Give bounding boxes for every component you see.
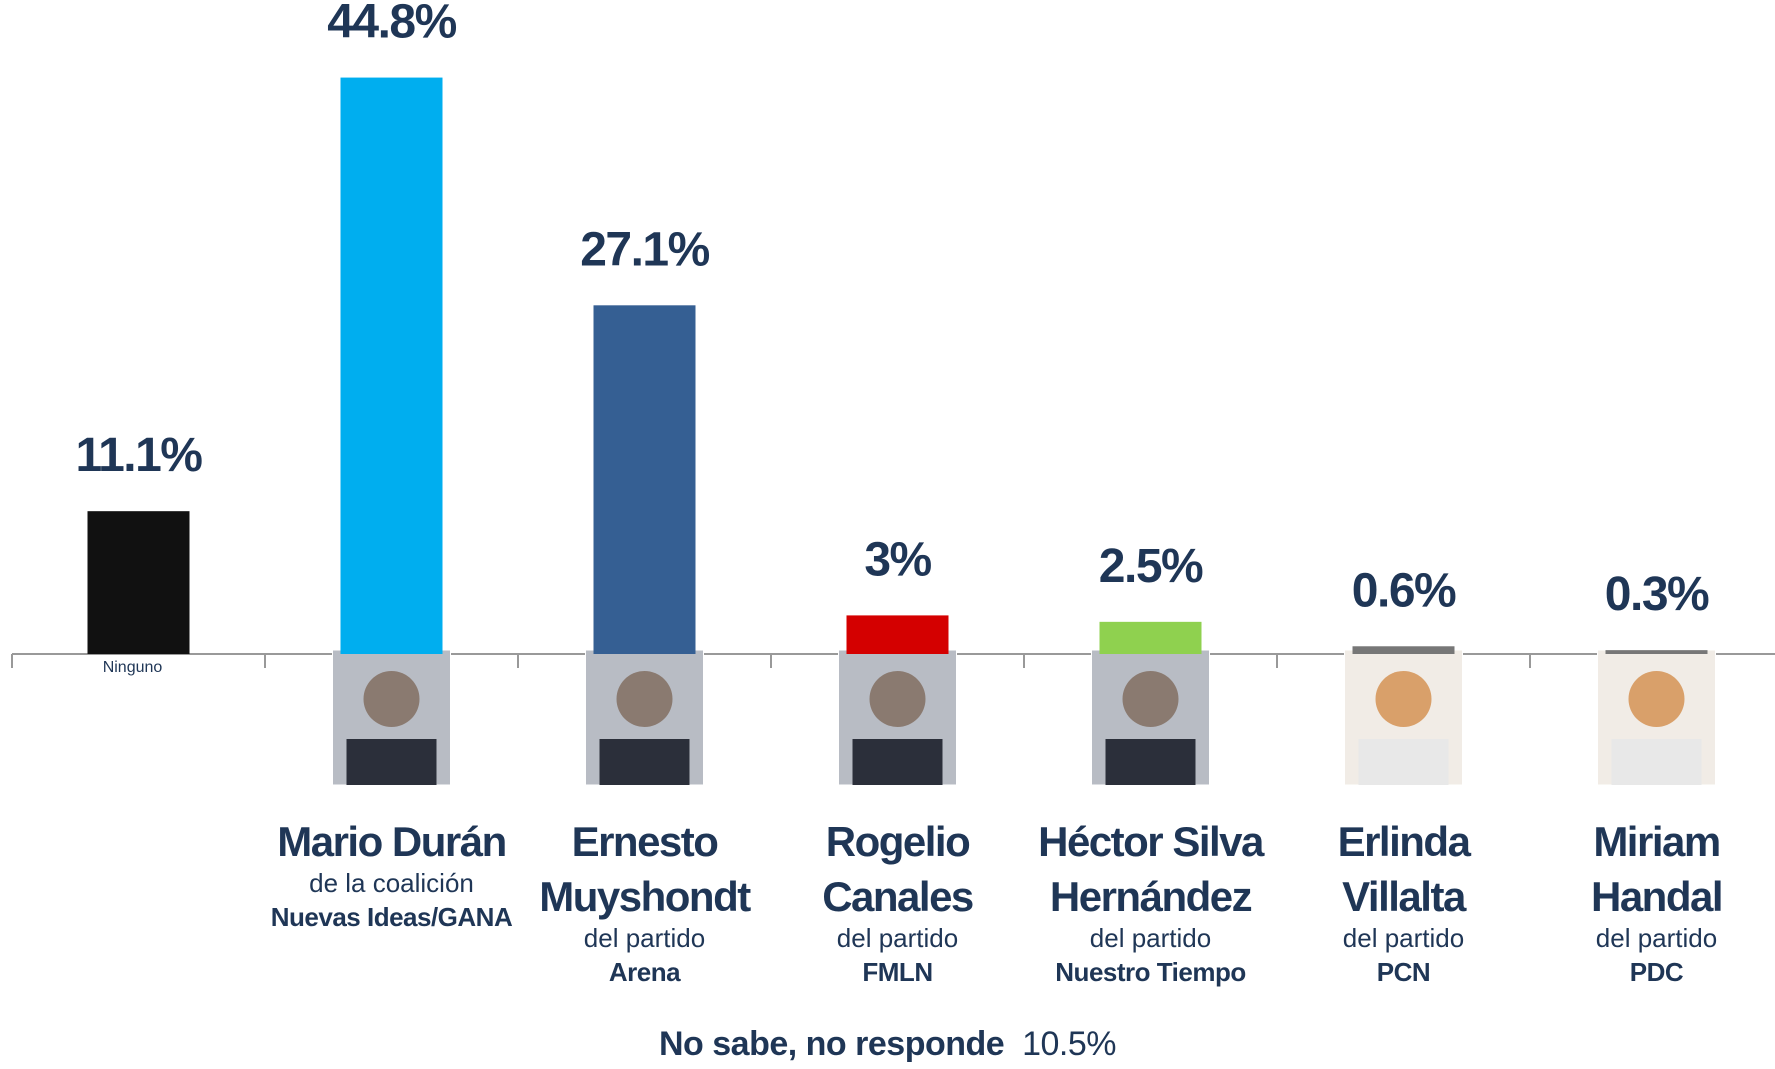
value-label: 3% [864, 533, 931, 586]
value-label: 2.5% [1099, 540, 1203, 593]
category-label: Ernesto Muyshondt [539, 818, 751, 920]
candidate-block: Miriam Handal del partido PDC [1531, 814, 1775, 992]
photo-head [363, 671, 420, 727]
photo-body [1358, 739, 1449, 785]
photo-head [1375, 671, 1432, 727]
affiliation-prefix: del partido [1089, 923, 1212, 953]
party-label: FMLN [862, 957, 933, 987]
bar [1099, 621, 1202, 654]
bar [87, 511, 190, 654]
candidate-block: Héctor Silva Hernández del partido Nuestro… [1025, 814, 1277, 992]
bar [846, 615, 949, 654]
category-label: Rogelio Canales [822, 818, 974, 920]
party-label: Nuevas Ideas/GANA [270, 902, 513, 932]
bar [340, 77, 443, 654]
value-label: 0.3% [1605, 568, 1709, 621]
category-label: Mario Durán [277, 818, 507, 865]
affiliation-prefix: de la coalición [309, 868, 474, 898]
photo-head [1628, 671, 1685, 727]
value-label: 44.8% [327, 0, 456, 49]
photo-body [1611, 739, 1702, 785]
bar [1352, 646, 1455, 654]
category-label: Miriam Handal [1590, 818, 1724, 920]
affiliation-prefix: del partido [1595, 923, 1718, 953]
affiliation-prefix: del partido [1342, 923, 1465, 953]
category-label: Héctor Silva Hernández [1038, 818, 1264, 920]
photo-body [1105, 739, 1196, 785]
party-label: Arena [608, 957, 681, 987]
photo-head [869, 671, 926, 727]
category-label: Ninguno [102, 659, 163, 676]
candidate-block: Mario Durán de la coalición Nuevas Ideas/G… [266, 814, 518, 937]
value-label: 0.6% [1352, 564, 1456, 617]
bar [1605, 650, 1708, 654]
candidate-block: Erlinda Villalta del partido PCN [1278, 814, 1530, 992]
photo-body [599, 739, 690, 785]
footnote-label: No sabe, no responde [659, 1025, 1005, 1063]
party-label: Nuestro Tiempo [1055, 957, 1246, 987]
bar [593, 305, 696, 654]
party-label: PDC [1629, 957, 1684, 987]
footnote: No sabe, no responde 10.5% [0, 1025, 1775, 1064]
candidate-block: Rogelio Canales del partido FMLN [772, 814, 1024, 992]
candidate-block: Ernesto Muyshondt del partido Arena [519, 814, 771, 992]
photo-body [852, 739, 943, 785]
category-label: Erlinda Villalta [1337, 818, 1471, 920]
photo-head [616, 671, 673, 727]
photo-head [1122, 671, 1179, 727]
footnote-value: 10.5% [1022, 1025, 1116, 1063]
affiliation-prefix: del partido [836, 923, 959, 953]
photo-body [346, 739, 437, 785]
value-label: 27.1% [580, 223, 709, 276]
affiliation-prefix: del partido [583, 923, 706, 953]
party-label: PCN [1376, 957, 1431, 987]
value-label: 11.1% [76, 429, 203, 482]
